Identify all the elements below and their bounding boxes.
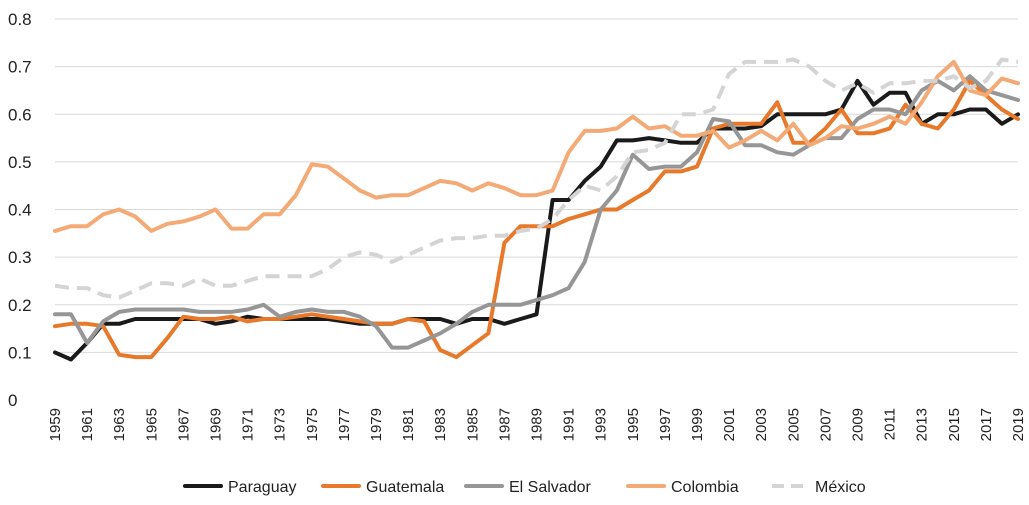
x-axis-ticks: 1959 1961 1963 1965 1967 1969 1971 1973 1975 1977… <box>47 408 1027 441</box>
legend-label: México <box>815 479 866 496</box>
y-tick-label: 0.5 <box>8 153 32 172</box>
x-tick-label: 1997 <box>657 408 674 441</box>
x-tick-label: 2015 <box>946 408 963 441</box>
x-tick-label: 1973 <box>272 408 289 441</box>
y-tick-label: 0.4 <box>8 201 32 220</box>
x-tick-label: 1963 <box>111 408 128 441</box>
y-tick-label: 0.1 <box>8 343 32 362</box>
y-tick-label: 0.2 <box>8 296 32 315</box>
x-tick-label: 2007 <box>817 408 834 441</box>
x-tick-label: 2001 <box>721 408 738 441</box>
x-tick-label: 1981 <box>400 408 417 441</box>
x-tick-label: 1999 <box>689 408 706 441</box>
series-line-colombia <box>53 59 1020 233</box>
legend: Paraguay Guatemala El Salvador Colombia Méxi… <box>183 479 866 496</box>
x-tick-label: 2003 <box>753 408 770 441</box>
x-tick-label: 1967 <box>175 408 192 441</box>
series-line-guatemala <box>53 78 1020 360</box>
x-tick-label: 1989 <box>529 408 546 441</box>
series-lines <box>53 57 1020 362</box>
y-tick-label: 0 <box>8 391 17 410</box>
series-line-el-salvador <box>53 74 1020 350</box>
y-axis-ticks: 0 0.1 0.2 0.3 0.4 0.5 0.6 0.7 0.8 <box>8 10 32 410</box>
x-tick-label: 1959 <box>47 408 64 441</box>
x-tick-label: 2019 <box>1010 408 1027 441</box>
x-tick-label: 1985 <box>464 408 481 441</box>
y-tick-label: 0.3 <box>8 248 32 267</box>
y-tick-label: 0.7 <box>8 58 32 77</box>
legend-label: Colombia <box>671 479 739 496</box>
legend-label: Paraguay <box>228 479 297 496</box>
x-tick-label: 2017 <box>978 408 995 441</box>
x-tick-label: 1983 <box>432 408 449 441</box>
x-tick-label: 1979 <box>368 408 385 441</box>
x-tick-label: 2009 <box>850 408 867 441</box>
x-tick-label: 1965 <box>143 408 160 441</box>
x-tick-label: 1995 <box>625 408 642 441</box>
x-tick-label: 1993 <box>593 408 610 441</box>
x-tick-label: 2011 <box>882 408 899 440</box>
x-tick-label: 1987 <box>496 408 513 441</box>
x-tick-label: 1977 <box>336 408 353 441</box>
x-tick-label: 1961 <box>79 408 96 441</box>
x-tick-label: 1969 <box>208 408 225 441</box>
x-tick-label: 2005 <box>785 408 802 441</box>
series-line-paraguay <box>53 78 1020 362</box>
x-tick-label: 1975 <box>304 408 321 441</box>
legend-label: El Salvador <box>509 479 591 496</box>
legend-label: Guatemala <box>366 479 444 496</box>
x-tick-label: 2013 <box>914 408 931 441</box>
x-tick-label: 1991 <box>561 408 578 441</box>
y-tick-label: 0.8 <box>8 10 32 29</box>
x-tick-label: 1971 <box>240 408 257 441</box>
y-tick-label: 0.6 <box>8 105 32 124</box>
series-line-m-xico <box>54 57 1019 300</box>
